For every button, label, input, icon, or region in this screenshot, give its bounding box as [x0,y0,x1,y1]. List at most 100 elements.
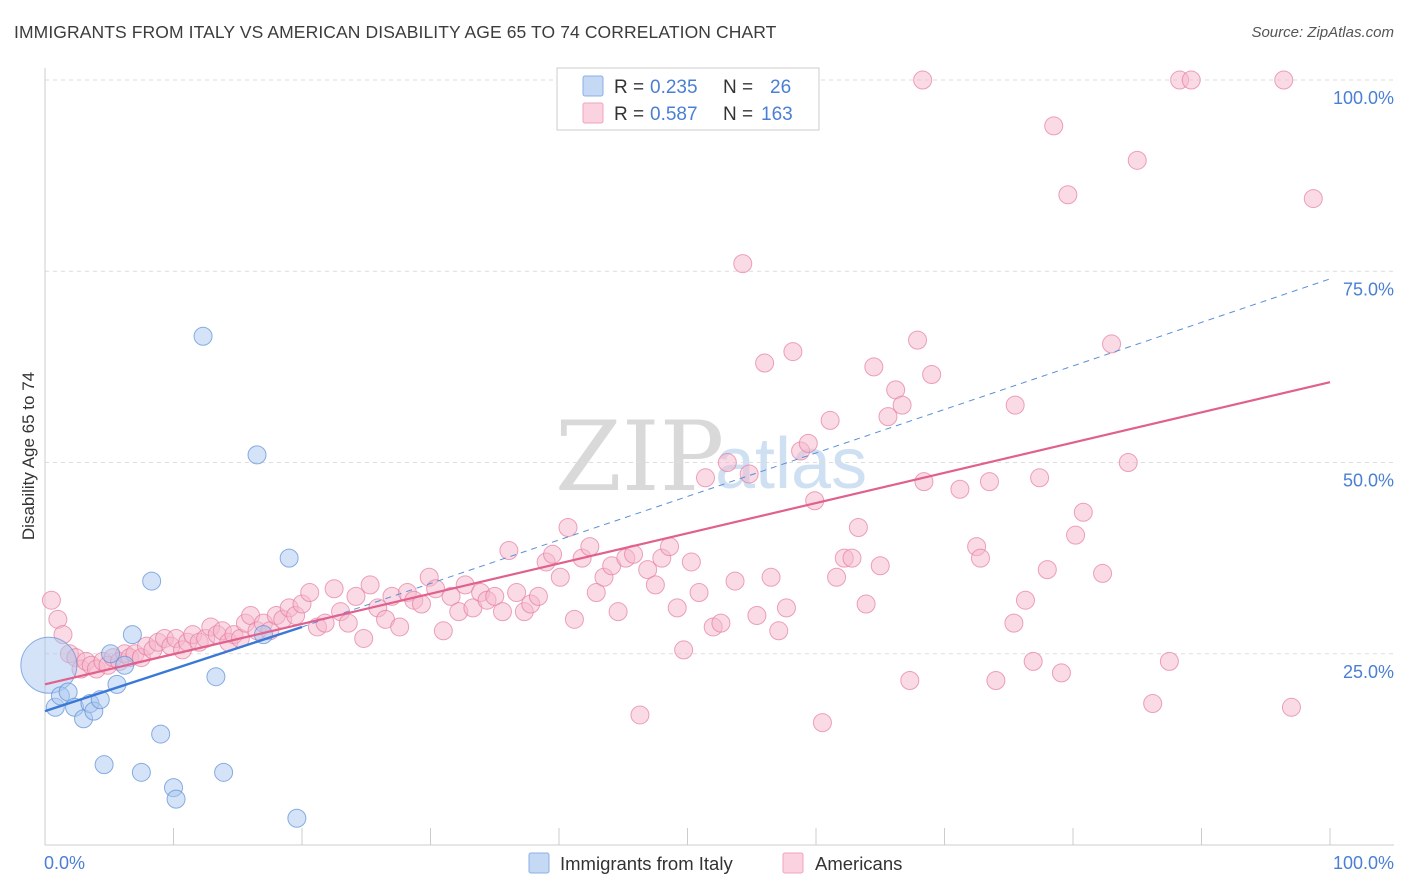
americans-point [485,586,505,606]
italy-point [166,789,186,809]
trend-lines [44,278,1331,713]
americans-point [950,479,970,499]
americans-point [1303,189,1323,209]
americans-point [638,560,658,580]
watermark-zip: ZIP [555,401,724,513]
americans-point [1159,651,1179,671]
americans-point [300,583,320,603]
source-label: Source: ZipAtlas.com [1251,24,1394,41]
americans-point [856,594,876,614]
x-axis-ticks [173,828,1331,845]
americans-point [747,606,767,625]
americans-point [812,713,832,733]
americans-point [761,567,781,587]
americans-point [1143,693,1163,713]
americans-point [769,621,789,641]
americans-point [1015,590,1035,610]
x-tick-label-max: 100.0% [1333,853,1394,873]
italy-point [206,667,226,687]
americans-point [695,468,715,488]
legend-r-value-americans: 0.587 [650,104,698,125]
watermark-atlas: atlas [715,424,867,504]
legend-bottom-label-americans: Americans [815,853,902,874]
italy-point [287,808,307,828]
americans-point [1181,70,1201,90]
legend-n-value-italy: 26 [770,77,791,98]
trend-italy-extrapolated [301,278,1331,628]
americans-point [798,433,818,453]
americans-point [739,464,759,484]
americans-point [586,583,606,603]
americans-point [674,640,694,660]
italy-point [279,548,299,568]
legend-swatch-americans [582,102,604,124]
americans-point [558,518,578,538]
americans-point [681,552,701,572]
y-axis-label: Disability Age 65 to 74 [19,372,38,540]
americans-point [338,613,358,633]
americans-point [913,70,933,90]
legend-bottom-label-italy: Immigrants from Italy [560,853,733,874]
chart-title: IMMIGRANTS FROM ITALY VS AMERICAN DISABI… [14,22,777,42]
americans-point [324,579,344,599]
americans-point [433,621,453,641]
trend-italy [44,625,303,713]
americans-point [827,567,847,587]
americans-point [1004,613,1024,633]
americans-point [543,544,563,564]
americans-point [892,395,912,415]
americans-point [1051,663,1071,683]
americans-point [360,575,380,595]
americans-point [870,556,890,576]
americans-point [346,586,366,606]
legend-r-label-americans: R = [614,104,644,125]
italy-point [142,571,162,591]
americans-point [986,671,1006,691]
americans-point [1030,468,1050,488]
americans-point [354,628,374,648]
series-americans-points [41,70,1323,733]
y-tick-label-75: 75.0% [1343,279,1394,299]
americans-point [499,540,519,560]
trend-americans [44,381,1331,686]
americans-point [564,609,584,629]
americans-point [922,365,942,385]
americans-point [711,613,731,633]
italy-point [131,762,151,782]
legend-r-value-italy: 0.235 [650,77,698,98]
americans-point [492,602,512,622]
americans-point [608,602,628,622]
americans-point [908,330,928,350]
americans-point [878,407,898,427]
y-tick-label-25: 25.0% [1343,662,1394,682]
italy-point [151,724,171,744]
americans-point [689,583,709,603]
italy-point [94,755,114,775]
americans-point [1005,395,1025,415]
americans-point [755,353,775,373]
americans-point [1058,185,1078,205]
americans-point [842,548,862,568]
americans-point [970,548,990,568]
americans-point [580,537,600,557]
italy-point [101,644,121,664]
americans-point [733,254,753,274]
italy-point [214,762,234,782]
legend-bottom: Immigrants from Italy Americans [528,852,902,874]
americans-point [41,590,61,610]
americans-point [820,410,840,430]
legend-bottom-swatch-americans [782,852,804,874]
americans-point [550,567,570,587]
americans-point [1118,453,1138,472]
americans-point [630,705,650,725]
series-italy-points [20,326,307,828]
legend-top: R = 0.235 N = 26 R = 0.587 N = 163 [556,67,820,131]
americans-point [864,357,884,377]
americans-point [717,453,737,472]
americans-point [979,472,999,492]
gridlines [45,79,1394,655]
americans-point [645,575,665,595]
italy-point [247,445,267,465]
americans-point [390,617,410,637]
americans-point [900,671,920,691]
